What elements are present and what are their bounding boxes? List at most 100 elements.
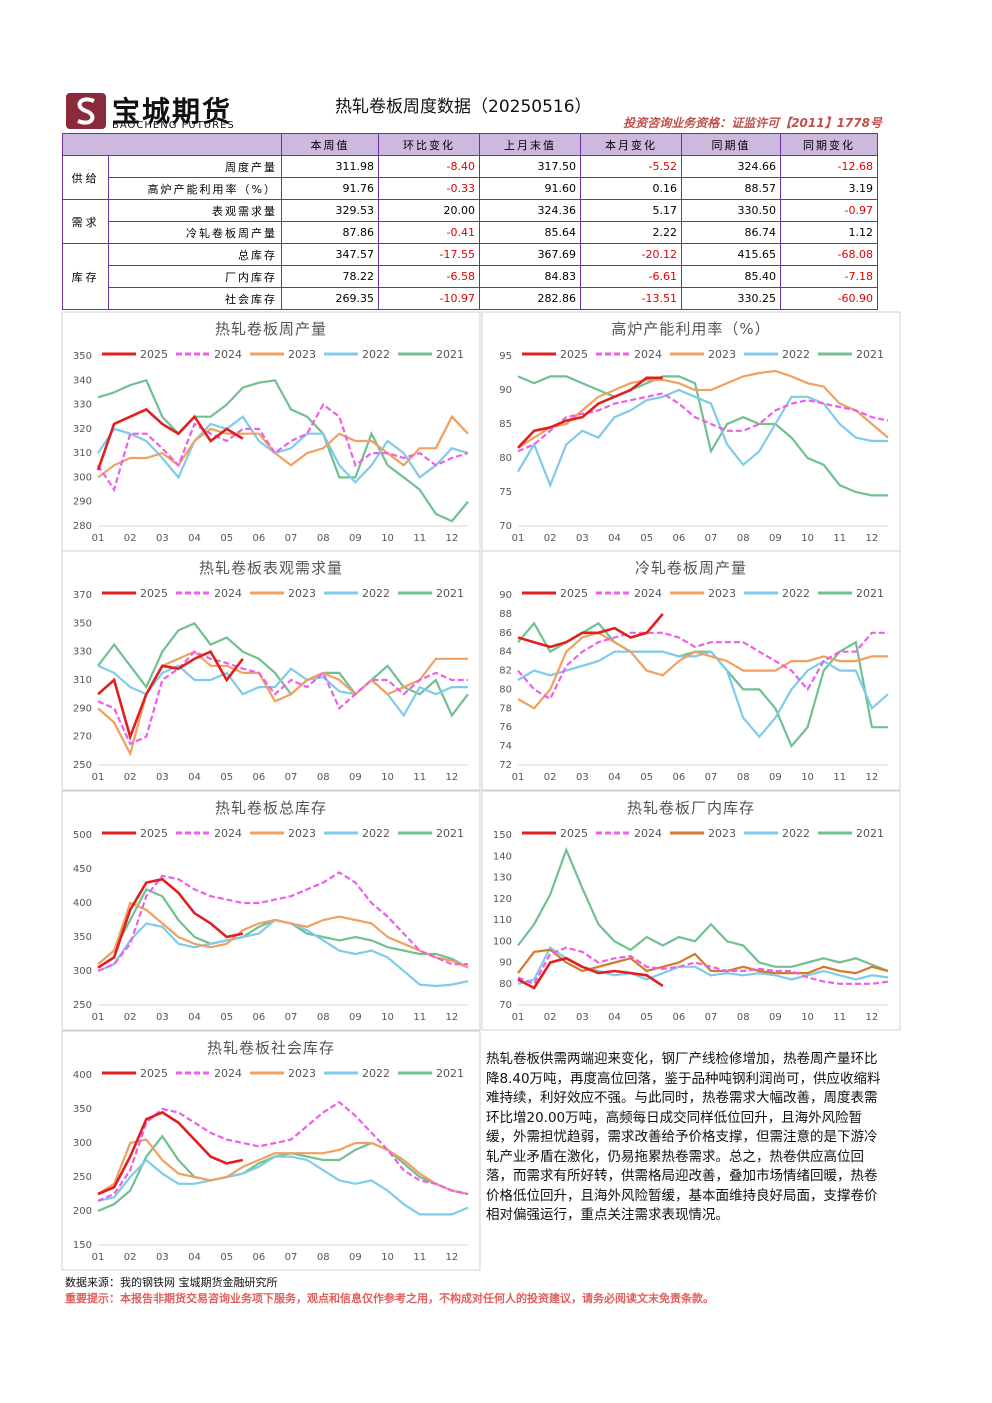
legend-label: 2021 [856, 348, 884, 361]
x-tick-label: 08 [737, 772, 750, 783]
x-tick-label: 11 [833, 533, 846, 544]
x-tick-label: 02 [124, 1252, 137, 1263]
y-tick-label: 90 [499, 385, 512, 396]
y-tick-label: 82 [499, 666, 512, 677]
legend-label: 2022 [782, 587, 810, 600]
x-tick-label: 06 [673, 772, 686, 783]
y-tick-label: 300 [73, 966, 92, 977]
legend-label: 2022 [362, 827, 390, 840]
series-line [97, 1134, 469, 1213]
group-label: 需求 [61, 199, 110, 244]
legend-label: 2024 [214, 1067, 242, 1080]
chart-title: 热轧卷板厂内库存 [627, 799, 755, 817]
x-tick-label: 06 [253, 1252, 266, 1263]
series-line [517, 650, 889, 739]
x-tick-label: 01 [512, 1012, 525, 1023]
x-tick-label: 02 [544, 1012, 557, 1023]
y-tick-label: 85 [499, 419, 512, 430]
legend-label: 2023 [288, 827, 316, 840]
x-tick-label: 11 [413, 533, 426, 544]
x-tick-label: 09 [769, 1012, 782, 1023]
x-tick-label: 09 [349, 1012, 362, 1023]
x-tick-label: 10 [801, 533, 814, 544]
data-table: 本周值 环比变化 上月末值 本月变化 同期值 同期变化 供给 周度产量 311.98 -8.40 3… [61, 133, 878, 310]
x-tick-label: 07 [285, 1012, 298, 1023]
y-tick-label: 110 [493, 915, 512, 926]
chart-frame [481, 790, 901, 1031]
x-tick-label: 05 [220, 1252, 233, 1263]
row-label: 周度产量 [108, 155, 282, 178]
x-tick-label: 11 [413, 1252, 426, 1263]
legend-label: 2024 [634, 348, 662, 361]
x-tick-label: 03 [156, 1012, 169, 1023]
header-blank [62, 133, 282, 156]
y-tick-label: 370 [73, 590, 92, 601]
y-tick-label: 78 [499, 703, 512, 714]
series-line [517, 392, 889, 453]
y-tick-label: 72 [499, 760, 512, 771]
chart-title: 热轧卷板周产量 [215, 320, 327, 338]
column-header: 同期变化 [780, 133, 878, 156]
series-line [97, 650, 244, 741]
x-tick-label: 09 [349, 772, 362, 783]
x-tick-label: 09 [349, 533, 362, 544]
x-tick-label: 03 [156, 1252, 169, 1263]
y-tick-label: 150 [493, 830, 512, 841]
legend-label: 2024 [214, 348, 242, 361]
legend-label: 2023 [708, 348, 736, 361]
series-line [517, 369, 889, 449]
x-tick-label: 11 [413, 772, 426, 783]
x-tick-label: 02 [544, 772, 557, 783]
logo-mark [66, 93, 106, 129]
x-tick-label: 05 [640, 772, 653, 783]
legend-label: 2023 [288, 587, 316, 600]
y-tick-label: 80 [499, 979, 512, 990]
x-tick-label: 10 [381, 772, 394, 783]
series-line [517, 631, 888, 701]
x-tick-label: 04 [608, 772, 621, 783]
chart-frame [61, 1030, 481, 1271]
y-tick-label: 74 [499, 741, 512, 752]
series-line [97, 378, 469, 523]
x-tick-label: 12 [866, 772, 879, 783]
y-tick-label: 500 [73, 830, 92, 841]
x-tick-label: 10 [381, 1252, 394, 1263]
x-tick-label: 04 [608, 533, 621, 544]
column-header: 上月末值 [479, 133, 581, 156]
legend-label: 2022 [362, 1067, 390, 1080]
legend-label: 2024 [214, 827, 242, 840]
series-line [517, 948, 889, 975]
legend-label: 2021 [436, 587, 464, 600]
x-tick-label: 02 [124, 1012, 137, 1023]
y-tick-label: 250 [73, 1000, 92, 1011]
cell-value: 91.60 [479, 177, 581, 200]
x-tick-label: 05 [220, 533, 233, 544]
series-line [97, 415, 469, 484]
y-tick-label: 86 [499, 628, 512, 639]
y-tick-label: 88 [499, 609, 512, 620]
y-tick-label: 70 [499, 521, 512, 532]
x-tick-label: 06 [253, 772, 266, 783]
chart-title: 高炉产能利用率（%） [611, 320, 770, 338]
x-tick-label: 08 [317, 1012, 330, 1023]
logo-text: 宝城期货 [112, 95, 233, 128]
x-tick-label: 09 [769, 533, 782, 544]
x-tick-label: 06 [253, 533, 266, 544]
source: 数据来源：我的钢铁网 宝城期货金融研究所 [65, 1276, 278, 1289]
x-tick-label: 01 [512, 533, 525, 544]
y-tick-label: 340 [73, 375, 92, 386]
legend-label: 2024 [634, 587, 662, 600]
legend-label: 2022 [782, 348, 810, 361]
series-line [517, 613, 664, 649]
y-tick-label: 300 [73, 1138, 92, 1149]
x-tick-label: 03 [576, 772, 589, 783]
y-tick-label: 320 [73, 424, 92, 435]
chart-title: 热轧卷板总库存 [215, 799, 327, 817]
y-tick-label: 200 [73, 1206, 92, 1217]
series-line [517, 376, 663, 449]
y-tick-label: 450 [73, 864, 92, 875]
series-line [517, 621, 888, 749]
charts: 热轧卷板周产量 280 290 300 310 320 330 340 350 01 02 03 04 0… [61, 311, 901, 1271]
series-line [97, 414, 469, 479]
x-tick-label: 08 [737, 1012, 750, 1023]
